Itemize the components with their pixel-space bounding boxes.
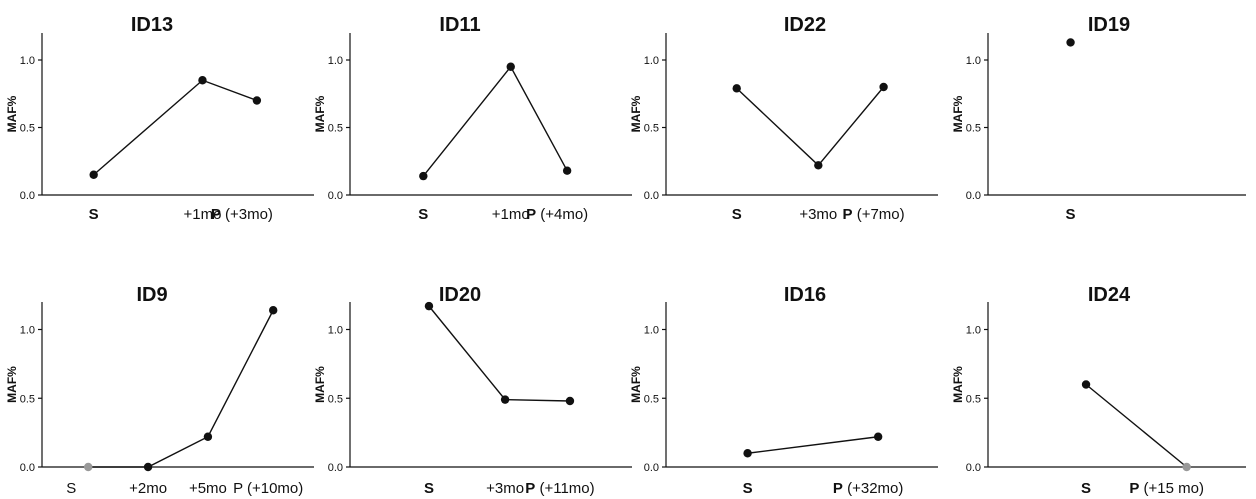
y-tick-label: 1.0 — [966, 55, 981, 67]
y-tick-label: 0.5 — [644, 393, 659, 405]
y-tick-label: 0.0 — [644, 462, 659, 474]
y-tick-label: 1.0 — [20, 325, 35, 337]
y-tick-label: 1.0 — [328, 325, 343, 337]
x-tick-label: S — [743, 480, 753, 497]
x-tick-label: +3mo — [486, 480, 524, 497]
x-tick-label: S — [424, 480, 434, 497]
data-point — [565, 396, 575, 406]
y-axis-label: MAF% — [5, 366, 19, 403]
data-point — [562, 166, 572, 175]
x-tick-label: S — [66, 480, 76, 497]
y-axis-label: MAF% — [313, 95, 327, 132]
y-axis-label: MAF% — [951, 366, 965, 403]
data-point — [879, 82, 888, 92]
series-line — [428, 305, 570, 402]
y-tick-label: 0.5 — [966, 393, 981, 405]
data-point — [1182, 462, 1191, 472]
y-tick-label: 0.0 — [966, 190, 981, 202]
chart-panel-id24: 0.0 0.5 1.0 MAF% ID24 S P (+15 mo) — [951, 284, 1246, 497]
x-tick-label: +1mo — [492, 206, 530, 223]
x-tick-label: +2mo — [129, 480, 167, 497]
y-tick-label: 0.5 — [20, 123, 35, 135]
chart-panel-id22: 0.0 0.5 1.0 MAF% ID22 S +3mo P (+7mo) — [629, 14, 938, 223]
chart-title: ID13 — [131, 14, 173, 36]
x-tick-label: S — [1066, 206, 1076, 223]
data-point — [743, 449, 752, 458]
data-point — [1066, 38, 1075, 47]
data-point — [198, 76, 207, 85]
data-point — [203, 432, 213, 441]
series-line — [1085, 383, 1188, 468]
chart-title: ID11 — [439, 14, 480, 36]
chart-panel-id9: 0.0 0.5 1.0 MAF% ID9 S +2mo +5mo P (+10mo) — [5, 284, 314, 497]
chart-title: ID16 — [784, 284, 826, 306]
x-tick-label: S — [89, 206, 99, 223]
data-point — [424, 301, 434, 311]
data-point — [419, 171, 428, 181]
x-tick-label: P (+15 mo) — [1129, 480, 1204, 497]
chart-title: ID9 — [136, 284, 167, 306]
series-line — [93, 79, 258, 176]
data-point — [143, 462, 153, 472]
x-tick-label: +1mo — [184, 206, 222, 223]
chart-panel-id20: 0.0 0.5 1.0 MAF% ID20 S +3mo P (+11mo) — [313, 284, 632, 497]
chart-title: ID19 — [1088, 14, 1130, 36]
x-tick-label: P (+4mo) — [526, 206, 588, 223]
x-tick-label: +3mo — [799, 206, 837, 223]
y-tick-label: 0.5 — [966, 123, 981, 135]
y-tick-label: 1.0 — [966, 325, 981, 337]
x-tick-label: P (+10mo) — [233, 480, 303, 497]
chart-title: ID24 — [1088, 284, 1131, 306]
x-tick-label: +5mo — [189, 480, 227, 497]
y-axis-label: MAF% — [629, 95, 643, 132]
x-tick-label: S — [1081, 480, 1091, 497]
x-tick-label: P (+3mo) — [211, 206, 273, 223]
y-axis-label: MAF% — [951, 95, 965, 132]
y-tick-label: 0.0 — [328, 190, 343, 202]
y-tick-label: 0.5 — [20, 393, 35, 405]
x-tick-label: P (+7mo) — [843, 206, 905, 223]
data-point — [814, 161, 823, 170]
y-axis-label: MAF% — [5, 95, 19, 132]
series-line — [747, 436, 879, 454]
y-axis-label: MAF% — [629, 366, 643, 403]
y-axis-label: MAF% — [313, 366, 327, 403]
x-tick-label: P (+32mo) — [833, 480, 903, 497]
data-point — [269, 306, 278, 315]
series-line — [736, 86, 885, 167]
chart-title: ID20 — [439, 284, 481, 306]
series-line — [88, 309, 274, 468]
data-point — [89, 170, 98, 179]
y-tick-label: 1.0 — [644, 55, 659, 67]
data-point — [252, 96, 262, 105]
y-tick-label: 0.0 — [20, 462, 35, 474]
y-tick-label: 0.0 — [966, 462, 981, 474]
y-tick-label: 1.0 — [328, 55, 343, 67]
y-tick-label: 0.5 — [644, 123, 659, 135]
series-line — [422, 65, 568, 177]
y-tick-label: 0.5 — [328, 393, 343, 405]
x-tick-label: S — [418, 206, 428, 223]
y-tick-label: 1.0 — [20, 55, 35, 67]
chart-title: ID22 — [784, 14, 826, 36]
chart-panel-id16: 0.0 0.5 1.0 MAF% ID16 S P (+32mo) — [629, 284, 938, 497]
y-tick-label: 1.0 — [644, 325, 659, 337]
y-tick-label: 0.5 — [328, 123, 343, 135]
data-point — [84, 462, 93, 472]
data-point — [732, 84, 741, 93]
data-point — [873, 432, 883, 441]
chart-panel-id19: 0.0 0.5 1.0 MAF% ID19 S — [951, 14, 1246, 223]
data-point — [500, 395, 510, 404]
data-point — [506, 62, 515, 71]
x-tick-label: S — [732, 206, 742, 223]
y-tick-label: 0.0 — [644, 190, 659, 202]
y-tick-label: 0.0 — [20, 190, 35, 202]
data-point — [1081, 380, 1091, 389]
x-tick-label: P (+11mo) — [525, 480, 594, 497]
y-tick-label: 0.0 — [328, 462, 343, 474]
